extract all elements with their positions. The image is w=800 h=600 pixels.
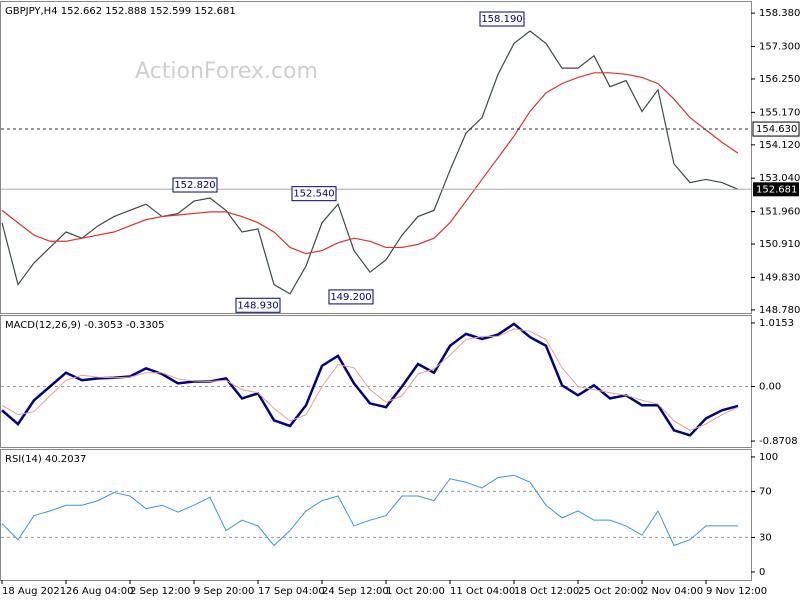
y-tick-label: 155.170 [759, 107, 800, 118]
x-tick-label: 26 Aug 04:00 [66, 586, 133, 597]
x-tick-label: 9 Sep 20:00 [194, 586, 254, 597]
panel-frame [0, 315, 752, 448]
y-tick-label: 30 [759, 532, 772, 543]
x-tick-label: 17 Sep 04:00 [258, 586, 325, 597]
y-tick-label: 150.910 [759, 239, 800, 250]
y-tick-label: -0.8708 [759, 436, 798, 447]
annotation-box [479, 11, 525, 27]
watermark: ActionForex.com [135, 59, 318, 84]
series-line [1, 72, 739, 255]
annotation: 148.930 [237, 300, 278, 311]
panel-title: MACD(12,26,9) -0.3053 -0.3305 [5, 320, 165, 331]
annotation: 149.200 [330, 292, 371, 303]
y-tick-label: 153.040 [759, 173, 800, 184]
panel-title: GBPJPY,H4 152.662 152.888 152.599 152.68… [5, 6, 236, 17]
annotation: 158.190 [481, 14, 522, 25]
y-tick-label: 156.250 [759, 74, 800, 85]
y-tick-label: 100 [759, 452, 778, 463]
y-tick-label: 158.380 [759, 8, 800, 19]
annotation-box [291, 186, 337, 202]
annotation-box [172, 177, 218, 193]
x-tick-label: 18 Oct 12:00 [514, 586, 579, 597]
x-tick-label: 9 Nov 12:00 [706, 586, 767, 597]
x-tick-label: 2 Sep 12:00 [130, 586, 190, 597]
x-tick-label: 2 Nov 04:00 [642, 586, 703, 597]
panel-frame [0, 449, 752, 581]
y-tick-label: 0 [759, 567, 765, 578]
x-tick-label: 25 Oct 20:00 [578, 586, 643, 597]
current-price-box [753, 182, 799, 197]
annotation-box [328, 289, 374, 305]
y-tick-label: 0.00 [759, 382, 781, 393]
level-label: 154.630 [756, 124, 797, 135]
y-tick-label: 149.830 [759, 272, 800, 283]
annotation-box [235, 297, 281, 313]
panel-title: RSI(14) 40.2037 [5, 454, 86, 465]
y-tick-label: 154.120 [759, 140, 800, 151]
x-tick-label: 18 Aug 2021 [2, 586, 66, 597]
y-tick-label: 157.300 [759, 42, 800, 53]
panel-frame [0, 1, 752, 314]
current-price-label: 152.681 [756, 184, 797, 195]
series-line [1, 328, 739, 431]
level-label-box [752, 121, 800, 137]
series-line [1, 30, 739, 295]
y-tick-label: 148.780 [759, 305, 800, 316]
x-tick-label: 11 Oct 04:00 [450, 586, 515, 597]
y-tick-label: 70 [759, 486, 772, 497]
y-tick-label: 1.0153 [759, 318, 794, 329]
x-tick-label: 24 Sep 12:00 [322, 586, 389, 597]
x-tick-label: 1 Oct 20:00 [386, 586, 445, 597]
annotation: 152.540 [293, 189, 334, 200]
series-line [1, 474, 738, 547]
y-tick-label: 151.960 [759, 207, 800, 218]
annotation: 152.820 [174, 180, 215, 191]
